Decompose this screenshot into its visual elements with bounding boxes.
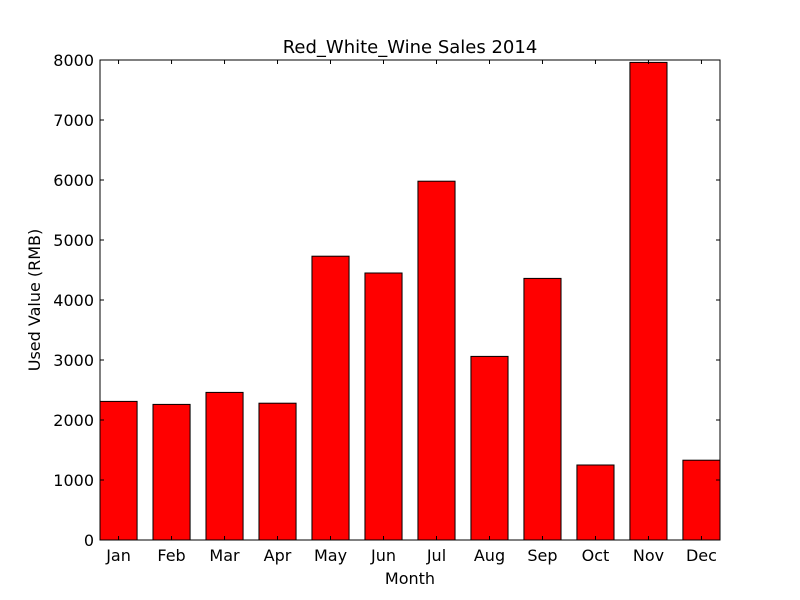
y-tick-label: 4000 xyxy=(53,291,94,310)
bar-sep xyxy=(523,277,562,541)
x-axis-label: Month xyxy=(385,569,435,588)
bar-feb xyxy=(152,403,191,541)
y-tick-label: 6000 xyxy=(53,171,94,190)
y-tick-label: 7000 xyxy=(53,111,94,130)
x-tick-label: May xyxy=(314,546,347,565)
y-tick-label: 2000 xyxy=(53,411,94,430)
y-tick-label: 8000 xyxy=(53,51,94,70)
y-tick-label: 3000 xyxy=(53,351,94,370)
bar-oct xyxy=(576,464,615,541)
bar-jul xyxy=(417,180,456,541)
x-tick-label: Aug xyxy=(474,546,505,565)
y-tick-label: 0 xyxy=(84,531,94,550)
x-tick-label: Nov xyxy=(633,546,664,565)
plot-frame xyxy=(99,59,721,541)
x-tick-label: Jul xyxy=(426,546,446,565)
y-tick-label: 5000 xyxy=(53,231,94,250)
bar-apr xyxy=(258,402,297,541)
bar-jan xyxy=(99,400,138,541)
y-axis-label: Used Value (RMB) xyxy=(25,229,44,372)
bars-group xyxy=(99,61,721,541)
bar-may xyxy=(311,255,350,541)
x-tick-label: Dec xyxy=(686,546,717,565)
bar-nov xyxy=(629,61,668,541)
x-tick-label: Feb xyxy=(157,546,185,565)
x-tick-label: Apr xyxy=(264,546,292,565)
x-ticks-group: Jan Feb Mar Apr May Jun Jul Aug Sep Oct Nov Dec xyxy=(105,60,717,565)
chart-title: Red_White_Wine Sales 2014 xyxy=(283,37,538,58)
bar-mar xyxy=(205,391,244,541)
x-tick-label: Mar xyxy=(209,546,240,565)
bar-jun xyxy=(364,272,403,541)
x-tick-label: Jan xyxy=(105,546,131,565)
y-tick-label: 1000 xyxy=(53,471,94,490)
x-tick-label: Sep xyxy=(527,546,557,565)
bar-dec xyxy=(682,459,721,541)
x-tick-label: Oct xyxy=(582,546,610,565)
x-tick-label: Jun xyxy=(370,546,396,565)
y-ticks-group: 0 1000 2000 3000 4000 5000 6000 7000 8000 xyxy=(53,51,720,550)
bar-aug xyxy=(470,355,509,541)
